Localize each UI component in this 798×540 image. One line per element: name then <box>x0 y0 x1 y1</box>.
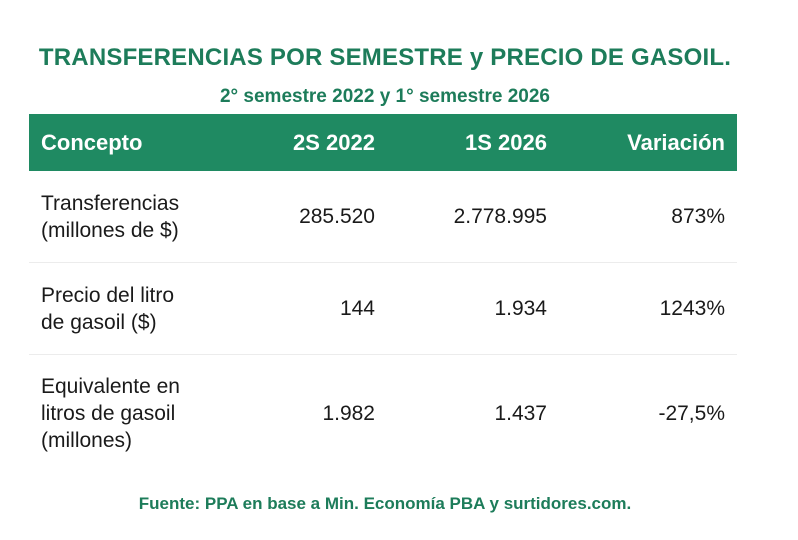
cell-2s-2022: 144 <box>339 297 375 320</box>
page-subtitle: 2° semestre 2022 y 1° semestre 2026 <box>219 86 550 107</box>
page-title: TRANSFERENCIAS POR SEMESTRE y PRECIO DE … <box>38 44 732 71</box>
cell-variation: 873% <box>671 205 725 228</box>
cell-1s-2026: 1.437 <box>494 402 547 425</box>
header-variacion: Variación <box>627 129 725 155</box>
table-row: Transferencias (millones de $) 285.520 2… <box>29 171 737 263</box>
cell-variation: -27,5% <box>658 402 725 425</box>
cell-concept: Equivalente en litros de gasoil (millone… <box>41 375 180 452</box>
cell-concept: Transferencias (millones de $) <box>41 191 180 242</box>
header-1s-2026: 1S 2026 <box>465 129 547 155</box>
cell-2s-2022: 1.982 <box>322 402 375 425</box>
cell-2s-2022: 285.520 <box>299 205 375 228</box>
cell-1s-2026: 2.778.995 <box>453 205 547 228</box>
table-row: Precio del litro de gasoil ($) 144 1.934… <box>29 263 737 355</box>
cell-variation: 1243% <box>659 297 725 320</box>
source-note: Fuente: PPA en base a Min. Economía PBA … <box>138 494 632 513</box>
cell-1s-2026: 1.934 <box>494 297 547 320</box>
cell-concept: Precio del litro de gasoil ($) <box>41 283 175 334</box>
table-row: Equivalente en litros de gasoil (millone… <box>29 355 737 472</box>
table-header: Concepto 2S 2022 1S 2026 Variación <box>29 114 737 171</box>
header-concepto: Concepto <box>41 129 143 155</box>
header-2s-2022: 2S 2022 <box>293 129 375 155</box>
data-table: Concepto 2S 2022 1S 2026 Variación Trans… <box>29 114 737 472</box>
